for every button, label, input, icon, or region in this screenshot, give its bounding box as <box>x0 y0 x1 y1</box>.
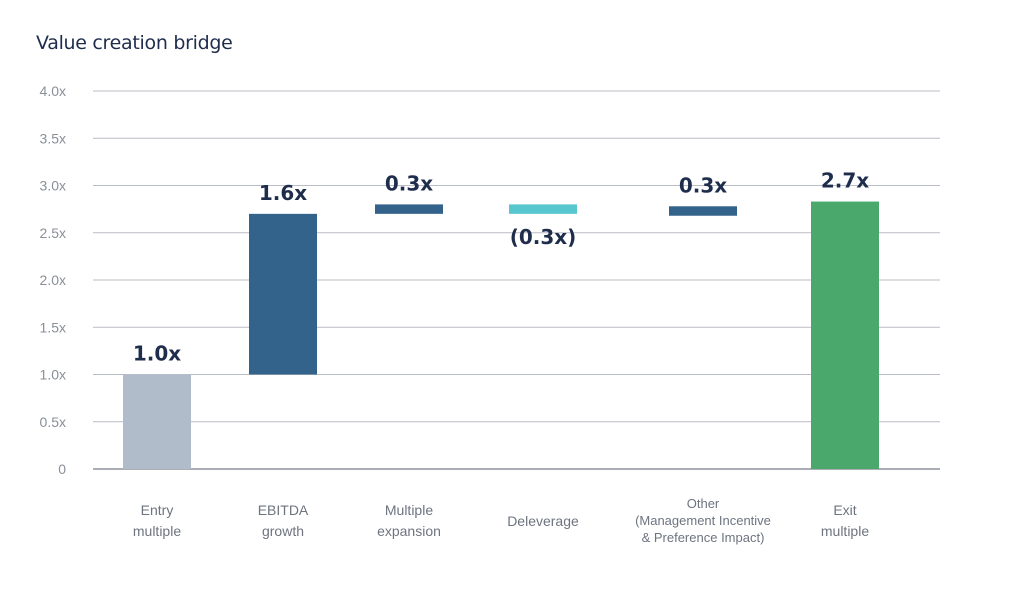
category-label-line: EBITDA <box>258 502 309 518</box>
category-label: Exit multiple <box>821 502 869 539</box>
y-tick-label: 4.0x <box>40 83 66 99</box>
bar-multiple-expansion <box>375 204 443 214</box>
bar-deleverage <box>509 204 577 214</box>
data-label: 1.0x <box>133 342 181 366</box>
category-label: Deleverage <box>507 513 579 529</box>
category-label-line: multiple <box>133 523 181 539</box>
category-label-line: & Preference Impact) <box>642 530 765 545</box>
y-tick-label: 3.0x <box>40 178 66 194</box>
data-label: 0.3x <box>385 171 433 195</box>
bar-exit-multiple <box>811 201 879 469</box>
bar-entry-multiple <box>123 374 191 469</box>
chart-title: Value creation bridge <box>36 32 233 54</box>
category-label-line: Deleverage <box>507 513 579 529</box>
y-tick-label: 1.5x <box>40 319 66 335</box>
category-label-line: expansion <box>377 523 441 539</box>
y-tick-label: 0.5x <box>40 414 66 430</box>
category-label: Other (Management Incentive & Preference I… <box>635 496 771 545</box>
category-label-line: Multiple <box>385 502 433 518</box>
data-label: 2.7x <box>821 169 869 193</box>
category-label-line: Other <box>687 496 720 511</box>
y-tick-label: 1.0x <box>40 367 66 383</box>
data-label: 1.6x <box>259 181 307 205</box>
category-label-line: growth <box>262 523 304 539</box>
bar-other <box>669 206 737 216</box>
y-tick-label: 2.0x <box>40 272 66 288</box>
category-label: EBITDA growth <box>258 502 309 539</box>
category-label-line: multiple <box>821 523 869 539</box>
data-label: (0.3x) <box>510 225 577 249</box>
y-tick-label: 0 <box>58 461 66 477</box>
category-label-line: Entry <box>141 502 174 518</box>
y-tick-label: 2.5x <box>40 225 66 241</box>
category-label: Multiple expansion <box>377 502 441 539</box>
data-label: 0.3x <box>679 173 727 197</box>
category-label-line: Exit <box>833 502 856 518</box>
category-label: Entry multiple <box>133 502 181 539</box>
bar-ebitda-growth <box>249 213 317 375</box>
y-tick-label: 3.5x <box>40 130 66 146</box>
category-label-line: (Management Incentive <box>635 513 771 528</box>
